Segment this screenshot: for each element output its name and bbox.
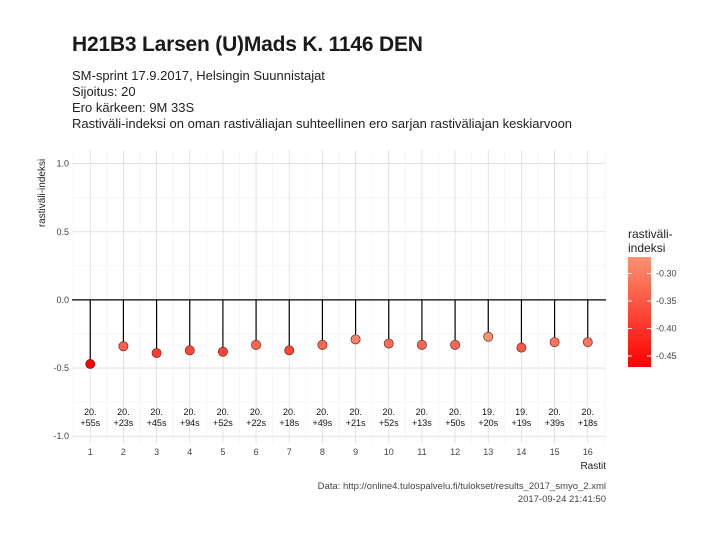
rank-label-14: 19. [515, 407, 528, 417]
diff-label-13: +20s [478, 418, 498, 428]
point-2 [118, 341, 129, 352]
chart-title: H21B3 Larsen (U)Mads K. 1146 DEN [72, 33, 423, 56]
x-tick-label: 12 [450, 447, 460, 457]
timestamp-caption: 2017-09-24 21:41:50 [517, 494, 606, 505]
y-tick-label: -1.0 [53, 431, 69, 441]
rank-label-9: 20. [349, 407, 362, 417]
x-tick-label: 4 [187, 447, 192, 457]
x-tick-label: 10 [384, 447, 394, 457]
data-source-caption: Data: http://online4.tulospalvelu.fi/tul… [317, 481, 606, 492]
rank-label-6: 20. [250, 407, 263, 417]
rank-label-2: 20. [117, 407, 130, 417]
rank-label-12: 20. [449, 407, 462, 417]
x-tick-label: 9 [353, 447, 358, 457]
x-tick-label: 1 [88, 447, 93, 457]
point-5 [217, 346, 228, 357]
diff-label-5: +52s [213, 418, 233, 428]
subtitle-event: SM-sprint 17.9.2017, Helsingin Suunnista… [72, 68, 325, 83]
diff-label-2: +23s [114, 418, 134, 428]
x-tick-label: 15 [550, 447, 560, 457]
diff-label-1: +55s [80, 418, 100, 428]
legend-tick-label: -0.45 [656, 351, 677, 361]
point-3 [151, 348, 162, 359]
rank-label-13: 19. [482, 407, 495, 417]
x-tick-label: 2 [121, 447, 126, 457]
point-14 [516, 342, 527, 353]
x-tick-label: 6 [254, 447, 259, 457]
point-10 [383, 338, 394, 349]
rank-label-16: 20. [581, 407, 594, 417]
x-tick-label: 16 [583, 447, 593, 457]
stems [89, 299, 589, 364]
rank-label-10: 20. [382, 407, 395, 417]
rank-label-7: 20. [283, 407, 296, 417]
color-legend: rastiväli- indeksi -0.30 -0.35 -0.40 -0.45 [628, 227, 677, 367]
legend-colorbar [628, 257, 651, 367]
diff-label-16: +18s [578, 418, 598, 428]
point-9 [350, 334, 361, 345]
x-tick-label: 8 [320, 447, 325, 457]
legend-tick-label: -0.35 [656, 296, 677, 306]
legend-tick-label: -0.30 [656, 269, 677, 279]
y-tick-label: 1.0 [56, 159, 69, 169]
y-tick-label: -0.5 [53, 363, 69, 373]
x-tick-label: 14 [516, 447, 526, 457]
y-axis-label: rastiväli-indeksi [37, 159, 48, 227]
point-7 [284, 345, 295, 356]
diff-label-15: +39s [545, 418, 565, 428]
legend-ticks: -0.30 -0.35 -0.40 -0.45 [628, 269, 677, 361]
y-axis-ticks: 1.0 0.5 0.0 -0.5 -1.0 [53, 159, 69, 442]
x-tick-label: 13 [483, 447, 493, 457]
y-tick-label: 0.5 [56, 227, 69, 237]
rank-label-4: 20. [183, 407, 196, 417]
diff-label-12: +50s [445, 418, 465, 428]
point-13 [483, 331, 494, 342]
point-11 [416, 339, 427, 350]
data-points [85, 331, 593, 369]
rank-label-11: 20. [416, 407, 429, 417]
legend-title-line-2: indeksi [628, 241, 665, 255]
point-1 [85, 359, 96, 369]
subtitle-gap: Ero kärkeen: 9M 33S [72, 100, 195, 115]
rank-label-5: 20. [217, 407, 230, 417]
rank-label-15: 20. [548, 407, 561, 417]
legend-tick-label: -0.40 [656, 324, 677, 334]
x-tick-label: 7 [287, 447, 292, 457]
grid-lines [72, 150, 606, 443]
y-tick-label: 0.0 [56, 295, 69, 305]
subtitle-rank: Sijoitus: 20 [72, 84, 136, 99]
x-axis-ticks: 1 2 3 4 5 6 7 8 9 10 11 12 13 14 15 16 [88, 447, 593, 457]
x-axis-label: Rastit [580, 461, 606, 472]
point-4 [184, 345, 195, 356]
diff-label-6: +22s [246, 418, 266, 428]
x-tick-label: 11 [417, 447, 426, 457]
rank-label-1: 20. [84, 407, 97, 417]
diff-label-10: +52s [379, 418, 399, 428]
diff-label-9: +21s [346, 418, 366, 428]
diff-label-14: +19s [512, 418, 532, 428]
diff-label-8: +49s [313, 418, 333, 428]
point-16 [582, 337, 593, 348]
point-annotations: 20.+55s20.+23s20.+45s20.+94s20.+52s20.+2… [80, 407, 598, 428]
x-tick-label: 3 [154, 447, 159, 457]
diff-label-7: +18s [279, 418, 299, 428]
diff-label-3: +45s [147, 418, 167, 428]
rank-label-8: 20. [316, 407, 329, 417]
point-6 [251, 339, 262, 350]
x-tick-label: 5 [220, 447, 225, 457]
rank-label-3: 20. [150, 407, 163, 417]
diff-label-4: +94s [180, 418, 200, 428]
point-15 [549, 337, 560, 348]
legend-title-line-1: rastiväli- [628, 227, 673, 241]
subtitle-description: Rastiväli-indeksi on oman rastiväliajan … [72, 116, 573, 131]
point-8 [317, 339, 328, 350]
diff-label-11: +13s [412, 418, 432, 428]
point-12 [450, 339, 461, 350]
